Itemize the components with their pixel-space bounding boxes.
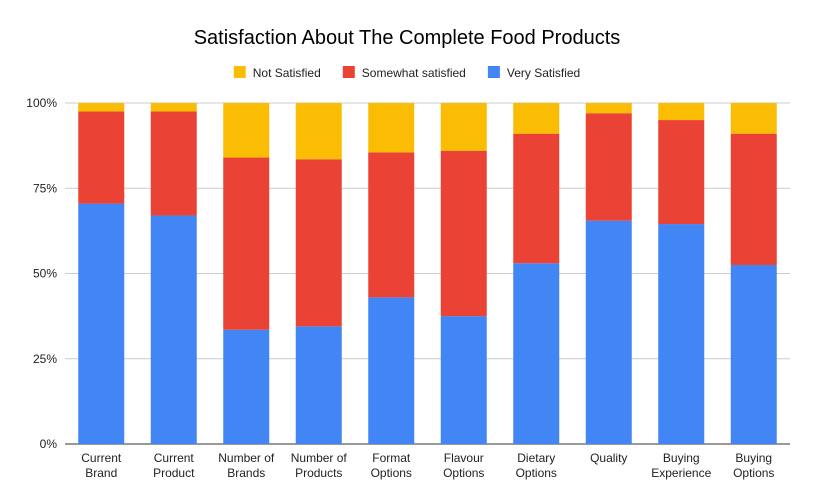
x-tick-label-line: Number of (218, 451, 275, 465)
bar-segment-not-satisfied (368, 103, 415, 153)
bar-segment-not-satisfied (223, 103, 270, 158)
y-tick-label: 25% (33, 352, 57, 366)
x-tick-label: Format Options (371, 451, 412, 480)
x-tick-label-line: Options (516, 466, 557, 480)
bar-segment-not-satisfied (78, 103, 125, 112)
x-tick-label-line: Options (733, 466, 774, 480)
bar-segment-somewhat-satisfied (585, 113, 632, 221)
bar-segment-not-satisfied (440, 103, 487, 151)
bar-segment-somewhat-satisfied (730, 133, 777, 265)
x-tick-label-line: Current (154, 451, 195, 465)
bar-segment-somewhat-satisfied (78, 111, 125, 204)
bar-segment-very-satisfied (295, 326, 342, 444)
x-tick-label: Quality (590, 451, 627, 465)
bar-segment-somewhat-satisfied (440, 150, 487, 317)
bar-segment-very-satisfied (368, 297, 415, 444)
x-tick-label-line: Options (443, 466, 484, 480)
bar-segment-somewhat-satisfied (295, 159, 342, 327)
x-tick-label: Buying Experience (651, 451, 711, 480)
x-tick-label: Current Product (153, 451, 195, 480)
x-tick-label-line: Dietary (517, 451, 555, 465)
x-tick-label: Number of Products (291, 451, 348, 480)
y-tick-label: 50% (33, 267, 57, 281)
x-tick-label: Number of Brands (218, 451, 275, 480)
x-tick-label: Buying Options (733, 451, 774, 480)
bar-segment-not-satisfied (658, 103, 705, 121)
bar-stack (440, 103, 487, 444)
x-tick-label-line: Products (295, 466, 342, 480)
bar-stack (295, 103, 342, 444)
bar-segment-not-satisfied (513, 103, 560, 134)
legend-label: Somewhat satisfied (362, 66, 466, 80)
legend-item[interactable]: Not Satisfied (233, 66, 321, 80)
bar-segment-very-satisfied (78, 203, 125, 444)
x-tick-label: Dietary Options (516, 451, 557, 480)
bar-stack (368, 103, 415, 444)
y-tick-label: 0% (40, 437, 58, 451)
x-tick-label-line: Buying (663, 451, 700, 465)
x-tick-label-line: Number of (291, 451, 348, 465)
x-tick-label-line: Buying (735, 451, 772, 465)
bar-segment-very-satisfied (585, 220, 632, 444)
x-tick-label-line: Product (153, 466, 195, 480)
legend-swatch (342, 66, 355, 78)
bar-segment-very-satisfied (658, 224, 705, 444)
bar-stack (223, 103, 270, 444)
bar-segment-not-satisfied (150, 103, 197, 112)
bar-stack (150, 103, 197, 444)
x-tick-label-line: Flavour (444, 451, 484, 465)
bar-segment-very-satisfied (440, 316, 487, 444)
legend-swatch (233, 66, 246, 78)
y-tick-label: 100% (26, 96, 57, 110)
legend-swatch (487, 66, 500, 78)
bar-stack (513, 103, 560, 444)
chart-title: Satisfaction About The Complete Food Pro… (194, 27, 621, 49)
x-tick-label-line: Experience (651, 466, 711, 480)
bar-stack (78, 103, 125, 444)
bar-segment-somewhat-satisfied (658, 120, 705, 225)
bar-segment-very-satisfied (223, 329, 270, 444)
x-tick-label-line: Current (81, 451, 122, 465)
bar-segment-not-satisfied (730, 103, 777, 134)
legend-label: Very Satisfied (507, 66, 580, 80)
chart-legend: Not Satisfied Somewhat satisfied Very Sati… (233, 66, 580, 80)
bar-segment-very-satisfied (730, 264, 777, 444)
bar-segment-not-satisfied (585, 103, 632, 114)
bar-segment-somewhat-satisfied (513, 133, 560, 264)
bar-area (78, 103, 777, 444)
y-axis-ticks: 0% 25% 50% 75% 100% (26, 96, 57, 451)
bar-stack (658, 103, 705, 444)
bar-segment-somewhat-satisfied (150, 111, 197, 216)
bar-segment-very-satisfied (513, 263, 560, 444)
x-tick-label: Current Brand (81, 451, 122, 480)
y-tick-label: 75% (33, 181, 57, 195)
x-tick-label-line: Format (372, 451, 411, 465)
bar-segment-very-satisfied (150, 215, 197, 444)
bar-stack (730, 103, 777, 444)
bar-segment-somewhat-satisfied (223, 157, 270, 330)
x-tick-label-line: Quality (590, 451, 627, 465)
legend-item[interactable]: Very Satisfied (487, 66, 580, 80)
legend-label: Not Satisfied (253, 66, 321, 80)
x-tick-label-line: Options (371, 466, 412, 480)
x-tick-label-line: Brand (85, 466, 117, 480)
x-tick-label: Flavour Options (443, 451, 484, 480)
legend-item[interactable]: Somewhat satisfied (342, 66, 466, 80)
bar-segment-not-satisfied (295, 103, 342, 160)
bar-segment-somewhat-satisfied (368, 152, 415, 298)
x-tick-label-line: Brands (227, 466, 265, 480)
bar-stack (585, 103, 632, 444)
